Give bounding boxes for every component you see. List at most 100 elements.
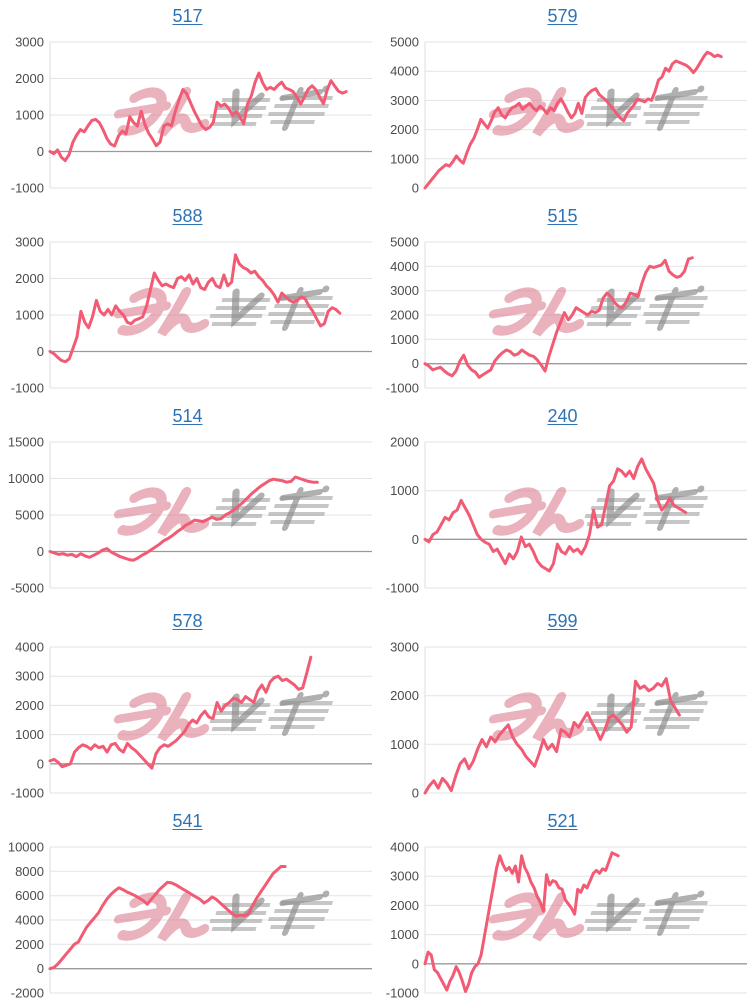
y-tick-label: 3000 (15, 35, 44, 50)
data-line-series (423, 256, 694, 379)
chart-plot-579: 0 1000 2000 3000 4000 5000 (390, 35, 747, 196)
y-tick-label: 1000 (390, 151, 419, 166)
y-tick-label: 4000 (15, 913, 44, 928)
y-tick-label: 15000 (8, 435, 44, 450)
chart-cell-515: 515 -1000 0 1000 2000 3000 4000 5000 (375, 200, 750, 400)
chart-title: 599 (375, 605, 750, 635)
chart-title-link-517[interactable]: 517 (172, 6, 203, 26)
chart-title: 541 (0, 805, 375, 835)
y-tick-label: 4000 (15, 640, 44, 655)
y-tick-label: 0 (37, 344, 44, 359)
chart-title-link-240[interactable]: 240 (547, 406, 578, 426)
chart-plot-514: -5000 0 5000 10000 15000 (8, 435, 372, 596)
chart-title: 521 (375, 805, 750, 835)
chart-title-link-514[interactable]: 514 (172, 406, 203, 426)
y-tick-label: 2000 (15, 71, 44, 86)
chart-title-link-541[interactable]: 541 (172, 811, 203, 831)
chart-plot-521: -1000 0 1000 2000 3000 4000 (386, 840, 747, 1001)
minrepo-watermark-icon (489, 891, 711, 940)
y-tick-label: 4000 (390, 259, 419, 274)
data-line-series (48, 655, 313, 770)
y-tick-label: 2000 (390, 898, 419, 913)
minrepo-watermark-icon (489, 691, 711, 740)
y-tick-label: 2000 (390, 688, 419, 703)
chart-cell-517: 517 -1000 0 1000 2000 3000 (0, 0, 375, 200)
y-tick-label: -1000 (11, 381, 44, 396)
y-tick-label: 1000 (390, 737, 419, 752)
y-tick-label: 2000 (390, 122, 419, 137)
chart-plot-240: -1000 0 1000 2000 (386, 435, 747, 596)
y-tick-label: 1000 (390, 483, 419, 498)
chart-plot-599: 0 1000 2000 3000 (390, 640, 747, 801)
chart-title-link-588[interactable]: 588 (172, 206, 203, 226)
chart-cell-514: 514 -5000 0 5000 10000 15000 (0, 400, 375, 605)
data-line-series (48, 253, 342, 364)
minrepo-watermark-icon (114, 691, 336, 740)
y-tick-label: 3000 (390, 283, 419, 298)
y-tick-label: 2000 (390, 435, 419, 450)
y-tick-label: 3000 (15, 235, 44, 250)
y-tick-label: 3000 (390, 869, 419, 884)
chart-cell-579: 579 0 1000 2000 3000 4000 5000 (375, 0, 750, 200)
chart-title: 515 (375, 200, 750, 230)
y-tick-label: -1000 (386, 581, 419, 596)
y-tick-label: -1000 (11, 786, 44, 801)
y-tick-label: 0 (37, 961, 44, 976)
chart-cell-240: 240 -1000 0 1000 2000 (375, 400, 750, 605)
y-tick-label: 1000 (15, 308, 44, 323)
chart-cell-578: 578 -1000 0 1000 2000 3000 4000 (0, 605, 375, 805)
y-tick-label: 0 (37, 544, 44, 559)
chart-cell-599: 599 0 1000 2000 3000 (375, 605, 750, 805)
y-tick-label: 1000 (390, 927, 419, 942)
chart-title: 240 (375, 400, 750, 430)
chart-cell-541: 541 -2000 0 2000 4000 6000 8000 10000 (0, 805, 375, 1007)
y-tick-label: 0 (37, 144, 44, 159)
y-tick-label: -1000 (386, 986, 419, 1001)
y-tick-label: 2000 (15, 271, 44, 286)
chart-title-link-521[interactable]: 521 (547, 811, 578, 831)
y-tick-label: -1000 (386, 381, 419, 396)
y-tick-label: 0 (412, 532, 419, 547)
chart-title: 588 (0, 200, 375, 230)
chart-plot-578: -1000 0 1000 2000 3000 4000 (11, 640, 372, 801)
data-line-series (423, 677, 681, 795)
chart-title-link-599[interactable]: 599 (547, 611, 578, 631)
chart-title-link-515[interactable]: 515 (547, 206, 578, 226)
chart-plot-588: -1000 0 1000 2000 3000 (11, 235, 372, 396)
y-tick-label: 5000 (390, 235, 419, 250)
y-tick-label: 0 (412, 181, 419, 196)
y-tick-label: 3000 (15, 669, 44, 684)
y-tick-label: 2000 (15, 698, 44, 713)
y-tick-label: 10000 (8, 471, 44, 486)
y-tick-label: 1000 (15, 108, 44, 123)
y-tick-label: 1000 (15, 727, 44, 742)
y-tick-label: 5000 (15, 508, 44, 523)
y-tick-label: 0 (412, 356, 419, 371)
y-tick-label: 2000 (390, 308, 419, 323)
y-tick-label: 4000 (390, 64, 419, 79)
data-line-series (48, 865, 287, 971)
y-tick-label: -1000 (11, 181, 44, 196)
y-tick-label: 0 (412, 956, 419, 971)
y-tick-label: 1000 (390, 332, 419, 347)
y-tick-label: 10000 (8, 840, 44, 855)
y-tick-label: 0 (37, 756, 44, 771)
minrepo-watermark-icon (114, 286, 336, 335)
chart-plot-515: -1000 0 1000 2000 3000 4000 5000 (386, 235, 747, 396)
chart-title-link-578[interactable]: 578 (172, 611, 203, 631)
y-tick-label: 0 (412, 786, 419, 801)
chart-title: 517 (0, 0, 375, 30)
data-line-series (423, 457, 688, 573)
y-tick-label: -5000 (11, 581, 44, 596)
chart-plot-517: -1000 0 1000 2000 3000 (11, 35, 372, 196)
y-tick-label: 4000 (390, 840, 419, 855)
data-line-series (48, 475, 319, 562)
data-line-series (423, 851, 620, 993)
y-tick-label: 6000 (15, 888, 44, 903)
y-tick-label: 3000 (390, 640, 419, 655)
y-tick-label: -2000 (11, 986, 44, 1001)
chart-cell-588: 588 -1000 0 1000 2000 3000 (0, 200, 375, 400)
y-tick-label: 3000 (390, 93, 419, 108)
chart-title-link-579[interactable]: 579 (547, 6, 578, 26)
